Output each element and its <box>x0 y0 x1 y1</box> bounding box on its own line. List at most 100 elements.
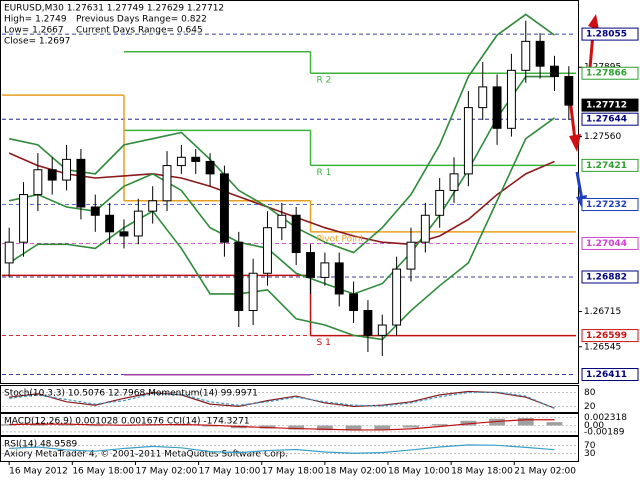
candle-body <box>234 241 244 312</box>
y-tick-label: 30 <box>584 449 596 459</box>
histogram-bar <box>403 425 419 428</box>
candle-body <box>19 194 28 243</box>
indicator-line <box>9 391 555 410</box>
price-box-label: 1.26882 <box>586 272 627 282</box>
indicator-line <box>9 444 555 454</box>
info-text: Current Days Range= 0.645 <box>76 26 203 36</box>
footer: Axiory MetaTrader 4, © 2001-2011 MetaQuo… <box>4 450 288 460</box>
candle-body <box>277 214 287 229</box>
candle-body <box>406 241 416 270</box>
price-box <box>581 198 639 212</box>
x-tick-label: 16 May 2012 <box>9 467 68 477</box>
info-text: High= 1.2749 <box>4 15 67 25</box>
down-arrow-head <box>569 134 581 152</box>
candle-body <box>133 210 143 237</box>
candle-body <box>176 156 186 167</box>
candle-body <box>4 241 14 264</box>
candle-body <box>320 262 330 278</box>
candle-body <box>148 200 158 212</box>
price-box-label: 1.27421 <box>586 161 627 171</box>
panel-title: MACD(12,26,9) 0.001028 0.001676 CCI(14) … <box>4 417 250 427</box>
y-tick-label: 0.002318 <box>584 413 627 423</box>
macd-panel-border <box>0 413 579 436</box>
y-tick-label: 1.27560 <box>584 132 621 142</box>
histogram-bar <box>489 418 505 426</box>
candle-body <box>47 169 57 181</box>
price-box <box>581 66 639 80</box>
histogram-bar <box>374 425 391 430</box>
price-box <box>581 98 639 112</box>
candle-body <box>205 160 215 175</box>
candle-body <box>392 268 402 326</box>
price-box <box>581 112 639 126</box>
y-tick-label: 70 <box>584 441 596 451</box>
indicator-line <box>9 75 555 295</box>
histogram-bar <box>202 425 218 427</box>
candle-body <box>162 165 172 202</box>
candle-body <box>363 310 373 336</box>
candle-body <box>377 324 387 336</box>
price-box-label: 1.26411 <box>586 370 627 380</box>
histogram-bar <box>316 425 333 431</box>
candle-body <box>119 231 129 237</box>
x-tick-label: 17 May 18:00 <box>262 467 324 477</box>
y-tick-label: -0.00189 <box>584 427 625 437</box>
price-box <box>581 158 639 172</box>
candle-body <box>334 262 344 295</box>
y-tick-label: 80 <box>584 388 596 398</box>
histogram-bar <box>431 424 448 426</box>
candle-body <box>564 76 574 106</box>
histogram-bar <box>517 418 534 426</box>
x-tick-label: 17 May 02:00 <box>135 467 197 477</box>
price-box <box>581 236 639 250</box>
pivot-label: R 2 <box>317 76 332 86</box>
price-box <box>581 270 639 284</box>
candle-body <box>291 214 301 254</box>
candle-body <box>506 69 516 129</box>
pivot-label: R 1 <box>317 168 332 178</box>
down-arrow-blue <box>575 171 584 201</box>
price-box-label: 1.27644 <box>586 115 627 125</box>
x-tick-label: 21 May 02:00 <box>514 467 576 477</box>
x-tick-label: 18 May 10:00 <box>388 467 450 477</box>
info-text: Previous Days Range= 0.822 <box>76 15 207 25</box>
price-box-label: 1.28055 <box>586 30 627 40</box>
info-text: Low= 1.2667 <box>4 26 64 36</box>
price-box-label: 1.26599 <box>586 331 627 341</box>
candle-body <box>263 227 272 274</box>
candle-body <box>219 173 229 243</box>
indicator-line <box>8 117 555 341</box>
histogram-bar <box>345 425 362 431</box>
candle-body <box>62 158 72 181</box>
histogram-bar <box>1 424 18 426</box>
histogram-bar <box>87 425 104 427</box>
candle-body <box>191 156 201 162</box>
price-box <box>581 27 639 41</box>
candle-body <box>90 206 100 216</box>
main-panel-border <box>0 0 579 384</box>
candle-body <box>435 189 445 216</box>
rsi-panel-border <box>0 436 579 462</box>
chart-title: EURUSD,M30 1.27631 1.27749 1.27629 1.277… <box>4 4 224 14</box>
candle-body <box>492 86 502 129</box>
stoch-panel-border <box>0 385 579 413</box>
candle-body <box>105 214 115 233</box>
panel-title: Stoch(10,3,3) 10.5076 12.7968 Momentum(1… <box>4 389 258 399</box>
y-tick-label: 1.26545 <box>584 342 621 352</box>
price-box <box>581 368 639 382</box>
histogram-bar <box>460 420 477 426</box>
candle-body <box>478 86 488 109</box>
x-tick-label: 18 May 02:00 <box>325 467 387 477</box>
candle-body <box>463 107 473 175</box>
candle-body <box>76 158 86 208</box>
candle-body <box>306 252 315 278</box>
histogram-bar <box>58 424 75 426</box>
price-box <box>581 329 639 343</box>
info-text: Close= 1.2697 <box>4 37 70 47</box>
x-tick-label: 16 May 18:00 <box>72 467 134 477</box>
y-tick-label: 1.26715 <box>584 307 621 317</box>
candle-body <box>535 40 545 67</box>
candle-body <box>248 272 258 312</box>
panel-title: RSI(14) 48.9589 <box>4 440 77 450</box>
